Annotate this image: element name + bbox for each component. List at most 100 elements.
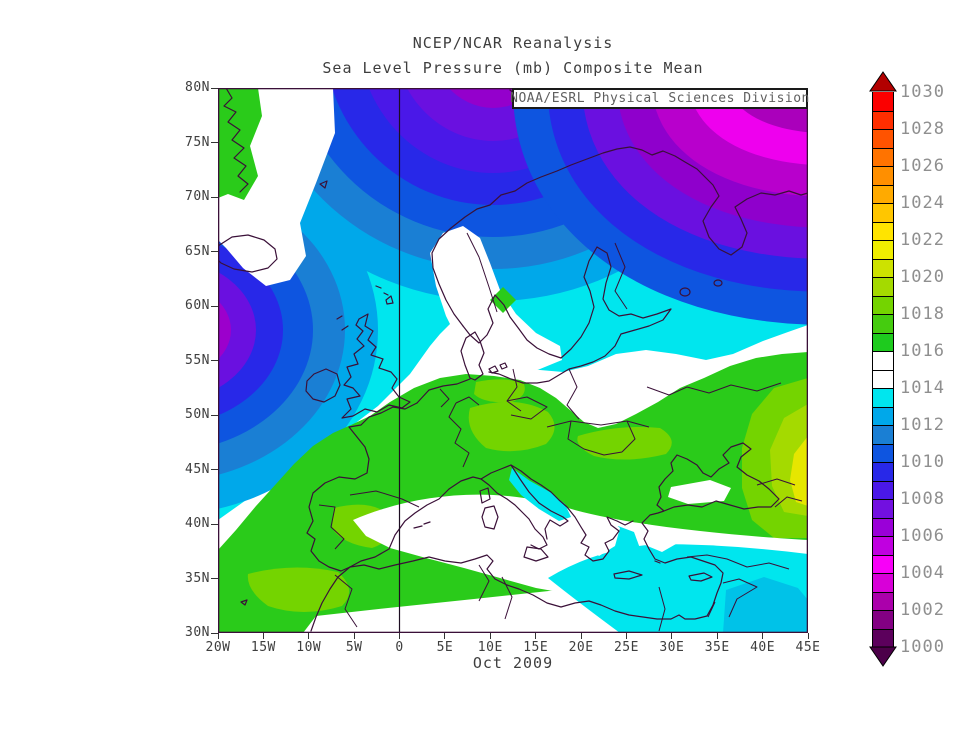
colorbar-cell [873, 628, 893, 647]
colorbar-tick-label: 1000 [900, 637, 945, 657]
colorbar-cell [873, 425, 893, 444]
colorbar-cell [873, 536, 893, 555]
colorbar-cell [873, 332, 893, 351]
colorbar-tick-label: 1006 [900, 526, 945, 546]
colorbar-under-arrow [869, 646, 897, 667]
y-tick-label: 65N [185, 243, 210, 259]
colorbar-cell [873, 499, 893, 518]
x-tickmark [399, 633, 401, 639]
colorbar-tick-label: 1004 [900, 563, 945, 583]
figure-subtitle: Sea Level Pressure (mb) Composite Mean [322, 59, 704, 77]
y-tickmark [211, 414, 218, 416]
x-tickmark [489, 633, 491, 639]
y-tickmark [211, 469, 218, 470]
coastlines [218, 88, 808, 632]
colorbar-cell [873, 166, 893, 185]
x-tick-label: 45E [795, 640, 821, 655]
y-tick-label: 45N [185, 461, 210, 477]
colorbar-cell [873, 443, 893, 462]
colorbar-over-arrow [869, 71, 897, 92]
colorbar-cell [873, 351, 893, 370]
colorbar-tick-label: 1012 [900, 415, 945, 435]
x-tick-label: 5E [436, 640, 454, 655]
pressure-map-area [218, 88, 808, 633]
y-tick-label: 75N [185, 134, 210, 150]
colorbar-cell [873, 462, 893, 481]
y-tickmark [211, 251, 218, 252]
x-tickmark [762, 633, 764, 639]
colorbar-tick-label: 1018 [900, 304, 945, 324]
pressure-map [218, 88, 808, 633]
y-tickmark [211, 360, 218, 361]
x-tickmark [444, 633, 446, 639]
x-tick-label: 5W [345, 640, 363, 655]
x-tick-label: 20E [568, 640, 594, 655]
y-tickmark [211, 87, 218, 89]
caption-period: Oct 2009 [472, 654, 554, 672]
colorbar-cell [873, 406, 893, 425]
colorbar-tick-label: 1008 [900, 489, 945, 509]
norway-green-diamond [490, 287, 516, 313]
x-tickmark [308, 633, 310, 639]
colorbar-tick-label: 1028 [900, 119, 945, 139]
x-tickmark [262, 633, 264, 639]
y-tickmark [211, 142, 218, 143]
colorbar-cell [873, 221, 893, 240]
pressure-field [218, 88, 808, 633]
colorbar-cell [873, 92, 893, 111]
figure-title: NCEP/NCAR Reanalysis [412, 34, 614, 52]
x-tickmark [625, 633, 627, 639]
attribution-box: NOAA/ESRL Physical Sciences Division [510, 88, 809, 109]
colorbar-tick-label: 1022 [900, 230, 945, 250]
colorbar-cell [873, 129, 893, 148]
colorbar-cell [873, 610, 893, 629]
colorbar-tick-label: 1010 [900, 452, 945, 472]
colorbar-cell [873, 295, 893, 314]
y-tick-label: 35N [185, 570, 210, 586]
colorbar-cell [873, 554, 893, 573]
colorbar-cell [873, 573, 893, 592]
x-tick-label: 0 [395, 640, 404, 655]
x-tick-label: 15W [250, 640, 276, 655]
colorbar-cell [873, 277, 893, 296]
colorbar-cell [873, 314, 893, 333]
y-tickmark [211, 578, 218, 579]
y-tick-label: 60N [185, 298, 210, 313]
x-tickmark [217, 633, 219, 639]
y-tickmark [211, 632, 218, 634]
y-tick-label: 50N [185, 407, 210, 422]
y-tickmark [211, 196, 218, 198]
colorbar-tick-label: 1016 [900, 341, 945, 361]
y-tick-label: 55N [185, 352, 210, 368]
x-tick-label: 15E [523, 640, 549, 655]
x-tick-label: 30E [659, 640, 685, 655]
x-tickmark [580, 633, 582, 639]
colorbar-tick-label: 1020 [900, 267, 945, 287]
colorbar-tick-label: 1030 [900, 82, 945, 102]
colorbar-cell [873, 388, 893, 407]
y-tickmark [211, 305, 218, 307]
x-tick-label: 25E [613, 640, 639, 655]
x-tick-label: 20W [205, 640, 231, 655]
colorbar-cell [873, 147, 893, 166]
x-tick-label: 40E [750, 640, 776, 655]
x-tick-label: 35E [704, 640, 730, 655]
colorbar-tick-label: 1024 [900, 193, 945, 213]
high-pressure-accents [247, 378, 808, 612]
colorbar-cell [873, 110, 893, 129]
y-tickmark [211, 523, 218, 525]
colorbar-cell [873, 258, 893, 277]
colorbar-cell [873, 369, 893, 388]
colorbar-tick-label: 1002 [900, 600, 945, 620]
y-tick-label: 70N [185, 189, 210, 204]
colorbar-cell [873, 203, 893, 222]
x-tickmark [671, 633, 673, 639]
y-tick-label: 80N [185, 80, 210, 95]
colorbar-tick-label: 1026 [900, 156, 945, 176]
x-tickmark [353, 633, 355, 639]
colorbar-cell [873, 517, 893, 536]
colorbar-cell [873, 480, 893, 499]
colorbar-cell [873, 591, 893, 610]
country-borders [318, 232, 803, 632]
